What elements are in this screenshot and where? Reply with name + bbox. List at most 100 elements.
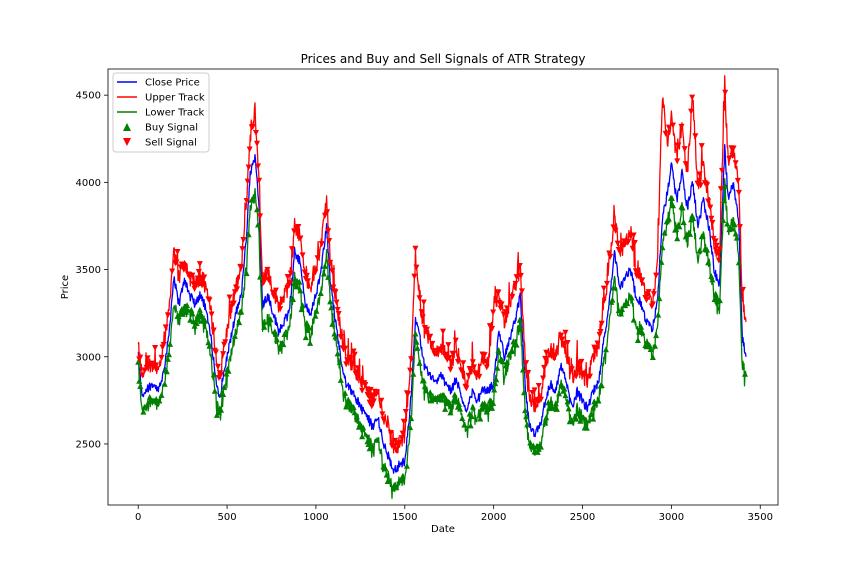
buy-signal-marker <box>143 402 150 409</box>
sell-signal-marker <box>650 291 657 298</box>
sell-signal-marker <box>662 130 669 137</box>
sell-signal-marker <box>732 160 739 167</box>
sell-signal-marker <box>535 383 542 390</box>
buy-signal-marker <box>313 307 320 314</box>
sell-signal-marker <box>612 227 619 234</box>
sell-signal-marker <box>630 232 637 239</box>
sell-signal-marker <box>446 354 453 361</box>
buy-signal-marker <box>564 398 571 405</box>
sell-signal-marker <box>498 301 505 308</box>
axes-frame <box>107 68 779 506</box>
sell-signal-marker <box>568 366 575 373</box>
sell-signal-marker <box>326 238 333 245</box>
buy-signal-marker <box>523 413 530 420</box>
sell-signal-marker <box>460 360 467 367</box>
legend: Close Price Upper Track Lower Track Buy Sig… <box>112 72 210 153</box>
sell-signal-marker <box>220 351 227 358</box>
sell-signal-marker <box>162 324 169 331</box>
sell-signal-marker <box>222 339 229 346</box>
buy-signal-marker <box>193 320 200 327</box>
buy-signal-marker <box>347 400 354 407</box>
buy-signal-marker <box>281 331 288 338</box>
sell-signal-marker <box>429 340 436 347</box>
buy-signal-marker <box>609 296 616 303</box>
sell-signal-marker <box>329 268 336 275</box>
sell-signal-marker <box>337 334 344 341</box>
sell-signal-marker <box>678 123 685 130</box>
sell-signal-marker <box>419 314 426 321</box>
sell-signal-marker <box>698 143 705 150</box>
buy-signal-marker <box>459 415 466 422</box>
sell-signal-marker <box>682 161 689 168</box>
buy-signal-marker <box>442 405 449 412</box>
buy-signal-marker <box>720 216 727 223</box>
buy-signal-marker <box>399 473 406 480</box>
sell-signal-marker <box>304 278 311 285</box>
buy-signal-marker <box>441 392 448 399</box>
sell-signal-marker <box>424 326 431 333</box>
sell-signal-marker <box>359 387 366 394</box>
buy-signal-marker <box>499 358 506 365</box>
buy-signal-marker <box>709 276 716 283</box>
buy-signal-marker <box>659 244 666 251</box>
sell-signal-marker <box>347 355 354 362</box>
sell-signal-marker <box>645 289 652 296</box>
sell-signal-marker <box>179 263 186 270</box>
sell-signal-marker <box>413 264 420 271</box>
buy-signal-marker <box>556 390 563 397</box>
sell-signal-marker <box>540 375 547 382</box>
buy-signal-marker <box>206 342 213 349</box>
buy-signal-marker <box>722 182 729 189</box>
sell-signal-marker <box>196 261 203 268</box>
buy-signal-marker <box>225 367 232 374</box>
sell-signal-marker <box>321 212 328 219</box>
axes-background <box>108 69 778 505</box>
sell-signal-marker <box>342 345 349 352</box>
buy-signal-marker <box>365 440 372 447</box>
sell-signal-marker <box>704 182 711 189</box>
legend-label: Lower Track <box>145 108 205 119</box>
buy-signal-marker <box>211 387 218 394</box>
sell-signal-marker <box>333 299 340 306</box>
buy-signal-marker <box>624 300 631 307</box>
buy-signal-marker <box>161 380 168 387</box>
legend-label: Sell Signal <box>145 138 197 149</box>
sell-signal-marker <box>206 297 213 304</box>
sell-signal-marker <box>722 89 729 96</box>
sell-signal-marker <box>353 369 360 376</box>
sell-signal-marker <box>400 418 407 425</box>
buy-signal-marker <box>732 230 739 237</box>
buy-signal-marker <box>457 405 464 412</box>
sell-signal-marker <box>256 177 263 184</box>
buy-signal-marker <box>312 312 319 319</box>
buy-signal-marker <box>630 316 637 323</box>
buy-signal-marker <box>350 403 357 410</box>
sell-signal-marker <box>402 409 409 416</box>
buy-signal-marker <box>652 342 659 349</box>
sell-signal-marker <box>643 297 650 304</box>
buy-signal-marker <box>329 320 336 327</box>
buy-signal-marker <box>680 219 687 226</box>
sell-signal-marker <box>445 342 452 349</box>
buy-signal-marker <box>255 221 262 228</box>
buy-signal-marker <box>164 355 171 362</box>
sell-signal-marker <box>450 350 457 357</box>
buy-signal-marker <box>336 359 343 366</box>
buy-signal-marker <box>577 417 584 424</box>
sell-signal-marker <box>378 397 385 404</box>
buy-signal-marker <box>602 346 609 353</box>
buy-signal-marker <box>183 308 190 315</box>
sell-signal-marker <box>525 369 532 376</box>
x-axis-label: Date <box>431 524 455 535</box>
buy-signal-marker <box>455 400 462 407</box>
sell-signal-marker <box>452 337 459 344</box>
buy-signal-marker <box>220 391 227 398</box>
sell-signal-marker <box>195 269 202 276</box>
sell-signal-marker <box>253 129 260 136</box>
y-tick-label: 3500 <box>76 265 101 276</box>
buy-signal-marker <box>325 273 332 280</box>
y-tick-label: 3000 <box>76 352 101 363</box>
buy-signal-marker <box>353 413 360 420</box>
buy-signal-marker <box>634 337 641 344</box>
